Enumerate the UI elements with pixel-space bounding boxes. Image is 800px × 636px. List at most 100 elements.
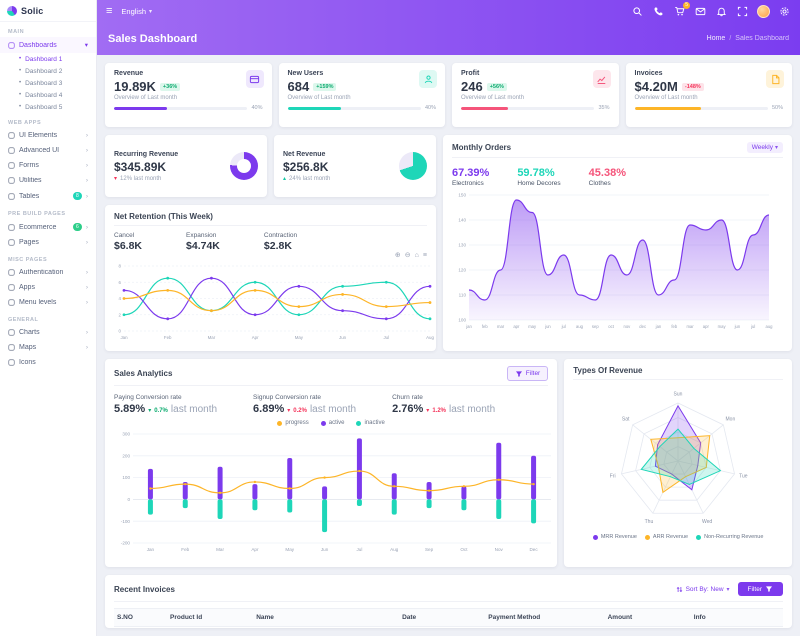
sort-by-select[interactable]: Sort By: New ▾ [676, 586, 730, 593]
sidebar-item-dashboard-4[interactable]: • Dashboard 4 [19, 91, 63, 99]
sidebar-item-forms[interactable]: Forms › [0, 158, 96, 173]
chevron-down-icon: ▾ [84, 42, 88, 49]
sidebar-item-icons[interactable]: Icons [0, 355, 96, 370]
sidebar-item-pages[interactable]: Pages › [0, 235, 96, 250]
sidebar-item-apps[interactable]: Apps › [0, 280, 96, 295]
svg-text:200: 200 [122, 453, 130, 458]
svg-text:Aug: Aug [390, 547, 399, 552]
sidebar-item-dashboard-2[interactable]: • Dashboard 2 [19, 67, 63, 75]
sidebar-item-tables[interactable]: Tables 8 › [0, 188, 96, 204]
arrow-up-icon: ▴ [283, 175, 287, 182]
apps-icon [8, 284, 15, 291]
cart-icon[interactable]: 5 [673, 1, 690, 18]
sidebar-item-ecommerce[interactable]: Ecommerce 6 › [0, 219, 96, 235]
invoices-filter-button[interactable]: Filter [737, 582, 783, 596]
net-retention-stats: Cancel $6.8K Expansion $4.74K Contraction $2.… [114, 232, 427, 252]
sales-analytics-chart-host: -200 -100 0 100 200 300 Jan Feb Mar Apr May Jun Jul A… [114, 428, 551, 554]
breadcrumb-home[interactable]: Home [706, 35, 726, 42]
column-payment-method: Payment Method [488, 614, 541, 621]
invoices-filter-label: Filter [747, 585, 762, 593]
svg-text:jan: jan [655, 324, 662, 329]
monthly-orders-chart: 100 110 120 130 140 150 jan feb mar apr may jun jul a… [452, 189, 783, 331]
chevron-right-icon: › [85, 132, 88, 139]
menu-toggle-icon[interactable]: ≡ [106, 4, 113, 17]
zoom-in-icon[interactable]: ⊕ [394, 252, 401, 259]
sidebar-item-ui-elements[interactable]: UI Elements › [0, 128, 96, 143]
avatar[interactable] [757, 4, 770, 18]
sidebar-item-dashboard-3[interactable]: • Dashboard 3 [19, 79, 63, 87]
svg-text:sep: sep [592, 324, 599, 329]
legend-arr-revenue: ARR Revenue [644, 534, 688, 540]
chevron-right-icon: › [85, 239, 88, 246]
column-product-id: Product Id [170, 614, 203, 621]
sidebar-item-utilities[interactable]: Utilities › [0, 173, 96, 188]
svg-text:Mar: Mar [216, 547, 224, 552]
svg-text:feb: feb [671, 324, 677, 329]
gear-icon[interactable] [778, 5, 791, 18]
svg-text:Feb: Feb [181, 547, 189, 552]
weekly-select[interactable]: Weekly ▾ [746, 142, 783, 153]
sidebar-item-dashboard-1[interactable]: • Dashboard 1 [19, 55, 63, 63]
legend-dot [320, 420, 326, 426]
stat-value: 59.78% [517, 167, 555, 179]
sidebar-item-dashboards[interactable]: Dashboards ▾ [0, 37, 96, 53]
svg-text:apr: apr [703, 324, 710, 329]
svg-text:2: 2 [119, 312, 122, 317]
card-recurring-revenue: Recurring Revenue $345.89K ▾ 12% last month [105, 135, 267, 197]
svg-text:Nov: Nov [495, 547, 504, 552]
stat-card-value: 684 [287, 79, 310, 94]
legend-label: active [328, 420, 345, 426]
zoom-out-icon[interactable]: ⊖ [404, 252, 411, 259]
phone-icon[interactable] [652, 5, 665, 18]
stat-value: $2.8K [263, 240, 292, 252]
svg-text:may: may [528, 324, 537, 329]
legend-dot [277, 420, 283, 426]
stat-value: 6.89% [253, 403, 285, 415]
sidebar-item-maps[interactable]: Maps › [0, 340, 96, 355]
sidebar-item-dashboard-5[interactable]: • Dashboard 5 [19, 103, 63, 111]
sales-analytics-legend: progress active inactive [114, 418, 548, 428]
legend-active: active [320, 418, 345, 428]
svg-text:Jun: Jun [321, 547, 329, 552]
sidebar-item-advanced-ui[interactable]: Advanced UI › [0, 143, 96, 158]
sidebar-item-charts[interactable]: Charts › [0, 325, 96, 340]
legend-label: inactive [364, 420, 385, 426]
home-icon[interactable]: ⌂ [414, 252, 419, 259]
breadcrumb-current: Sales Dashboard [735, 35, 789, 42]
svg-text:may: may [718, 324, 727, 329]
stat-expansion: Expansion $4.74K [186, 232, 220, 252]
forms-icon [8, 162, 15, 169]
svg-text:Fri: Fri [610, 473, 616, 479]
net-retention-line-chart: 0 2 4 6 8 Jan Feb Mar Apr May Jun Jul Aug [119, 264, 435, 340]
logo[interactable]: Solic [0, 0, 96, 22]
stat-label: Churn rate [392, 394, 423, 401]
svg-text:jun: jun [734, 324, 741, 329]
trend-badge: +56% [486, 82, 507, 91]
menu-icon[interactable]: ≡ [422, 252, 427, 259]
svg-text:jun: jun [544, 324, 551, 329]
language-select[interactable]: English ▾ [121, 7, 152, 16]
svg-text:Sep: Sep [425, 547, 434, 552]
svg-text:4: 4 [119, 296, 122, 301]
search-icon[interactable] [631, 5, 644, 18]
mail-icon[interactable] [694, 5, 707, 18]
chevron-right-icon: › [85, 147, 88, 154]
stat-electronics: 67.39% Electronics [452, 167, 489, 187]
analytics-filter-button[interactable]: Filter [506, 366, 549, 381]
sidebar-item-menu-levels[interactable]: Menu levels › [0, 295, 96, 310]
sidebar-heading-main: MAIN [8, 29, 25, 35]
analytics-row: Sales Analytics Filter Paying Conversion… [105, 359, 792, 567]
fullscreen-icon[interactable] [736, 5, 749, 18]
stat-value: $4.74K [186, 240, 220, 252]
svg-text:Sat: Sat [622, 417, 630, 423]
funnel-icon [515, 370, 522, 377]
arrow-down-icon: ▾ [148, 408, 152, 414]
monthly-orders-head: Monthly Orders Weekly ▾ [452, 142, 783, 158]
stat-card-value: $4.20M [634, 79, 678, 94]
sidebar-item-authentication[interactable]: Authentication › [0, 265, 96, 280]
bell-icon[interactable] [715, 5, 728, 18]
sidebar: Solic MAIN Dashboards ▾ • Dashboard 1 • Dashbo… [0, 0, 97, 636]
ecommerce-icon [8, 223, 15, 231]
column-date: Date [402, 614, 417, 621]
